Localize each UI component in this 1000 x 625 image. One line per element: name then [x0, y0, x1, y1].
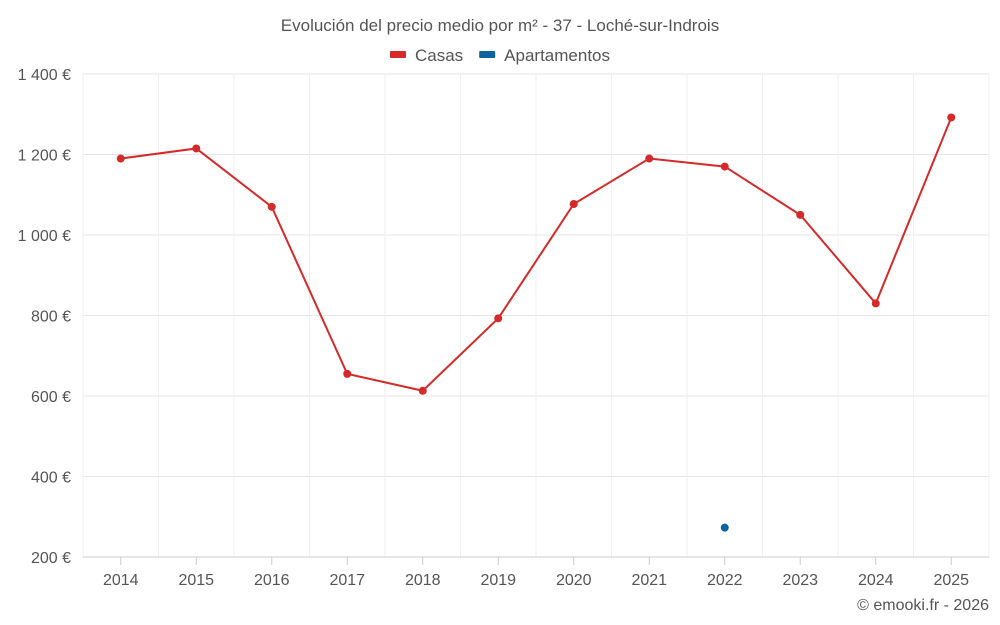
- legend-label: Casas: [415, 46, 463, 65]
- data-point[interactable]: [343, 369, 352, 378]
- data-point[interactable]: [720, 523, 729, 532]
- y-tick-label: 600 €: [31, 389, 71, 406]
- y-tick-label: 800 €: [31, 309, 71, 326]
- series-line: [120, 117, 953, 392]
- legend: Casas Apartamentos: [389, 46, 610, 65]
- x-tick-label: 2015: [178, 572, 214, 589]
- legend-item-apartamentos[interactable]: Apartamentos: [479, 46, 610, 65]
- x-tick-label: 2014: [103, 572, 139, 589]
- x-tick-label: 2024: [858, 572, 894, 589]
- legend-item-casas[interactable]: Casas: [389, 46, 463, 65]
- legend-label: Apartamentos: [504, 46, 610, 65]
- chart-title: Evolución del precio medio por m² - 37 -…: [281, 16, 719, 35]
- y-axis: 200 € 400 € 600 € 800 € 1 000 € 1 200 € 1 400 …: [18, 67, 71, 567]
- series-casas: [116, 113, 956, 395]
- x-tick-label: 2020: [556, 572, 592, 589]
- legend-swatch: [389, 51, 406, 58]
- data-point[interactable]: [871, 299, 880, 308]
- data-point[interactable]: [267, 202, 276, 211]
- x-tick-label: 2021: [631, 572, 667, 589]
- x-axis: 2014 2015 2016 2017 2018 2019 2020 2021 2022 2023…: [83, 556, 989, 589]
- data-point[interactable]: [569, 200, 578, 209]
- credit-text: © emooki.fr - 2026: [857, 597, 989, 614]
- y-tick-label: 200 €: [31, 550, 71, 567]
- legend-swatch: [479, 51, 496, 58]
- data-point[interactable]: [720, 162, 729, 171]
- series-group: [116, 113, 956, 532]
- data-point[interactable]: [192, 144, 201, 153]
- x-tick-label: 2018: [405, 572, 441, 589]
- data-point[interactable]: [947, 113, 956, 122]
- y-tick-label: 1 200 €: [18, 148, 71, 165]
- x-tick-label: 2023: [782, 572, 818, 589]
- x-tick-label: 2022: [707, 572, 743, 589]
- grid-lines: [82, 73, 990, 558]
- x-tick-label: 2016: [254, 572, 290, 589]
- data-point[interactable]: [116, 154, 125, 163]
- series-apartamentos: [720, 523, 729, 532]
- data-point[interactable]: [418, 386, 427, 395]
- x-tick-label: 2017: [329, 572, 365, 589]
- data-point[interactable]: [645, 154, 654, 163]
- x-tick-label: 2025: [933, 572, 969, 589]
- data-point[interactable]: [796, 210, 805, 219]
- y-tick-label: 400 €: [31, 470, 71, 487]
- y-tick-label: 1 400 €: [18, 67, 71, 84]
- data-point[interactable]: [494, 314, 503, 323]
- x-tick-label: 2019: [480, 572, 516, 589]
- y-tick-label: 1 000 €: [18, 228, 71, 245]
